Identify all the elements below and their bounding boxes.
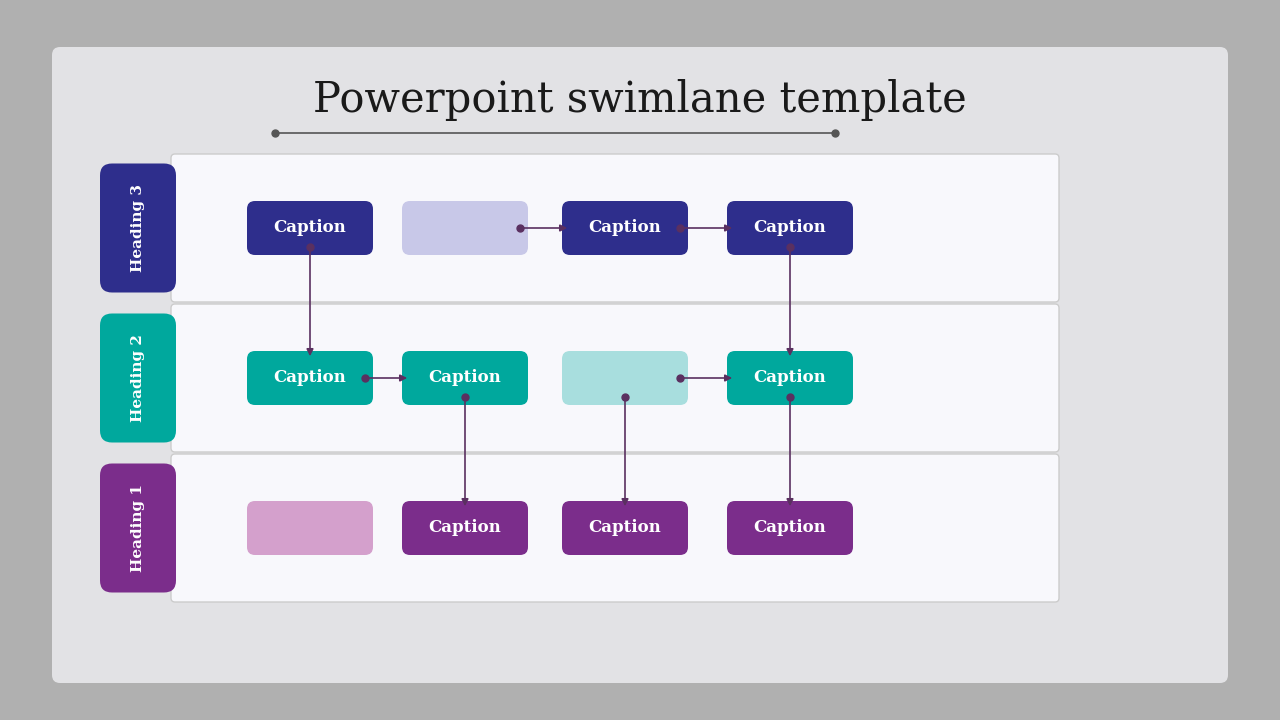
Text: Caption: Caption [754,220,827,236]
FancyBboxPatch shape [172,454,1059,602]
Text: Powerpoint swimlane template: Powerpoint swimlane template [314,79,966,121]
FancyBboxPatch shape [727,501,852,555]
FancyBboxPatch shape [172,304,1059,452]
Text: Caption: Caption [429,369,502,387]
FancyBboxPatch shape [562,201,689,255]
Text: Caption: Caption [754,369,827,387]
Text: Caption: Caption [754,520,827,536]
FancyBboxPatch shape [562,351,689,405]
FancyBboxPatch shape [100,464,177,593]
FancyBboxPatch shape [172,154,1059,302]
FancyBboxPatch shape [100,313,177,443]
FancyBboxPatch shape [402,351,529,405]
FancyBboxPatch shape [727,351,852,405]
Text: Caption: Caption [589,520,662,536]
Text: Caption: Caption [589,220,662,236]
Text: Heading 1: Heading 1 [131,484,145,572]
Text: Heading 3: Heading 3 [131,184,145,272]
FancyBboxPatch shape [402,201,529,255]
FancyBboxPatch shape [562,501,689,555]
FancyBboxPatch shape [100,163,177,292]
Text: Caption: Caption [429,520,502,536]
FancyBboxPatch shape [247,201,372,255]
Text: Caption: Caption [274,220,347,236]
FancyBboxPatch shape [727,201,852,255]
Text: Caption: Caption [274,369,347,387]
Text: Heading 2: Heading 2 [131,334,145,422]
FancyBboxPatch shape [247,501,372,555]
FancyBboxPatch shape [402,501,529,555]
FancyBboxPatch shape [247,351,372,405]
FancyBboxPatch shape [52,47,1228,683]
